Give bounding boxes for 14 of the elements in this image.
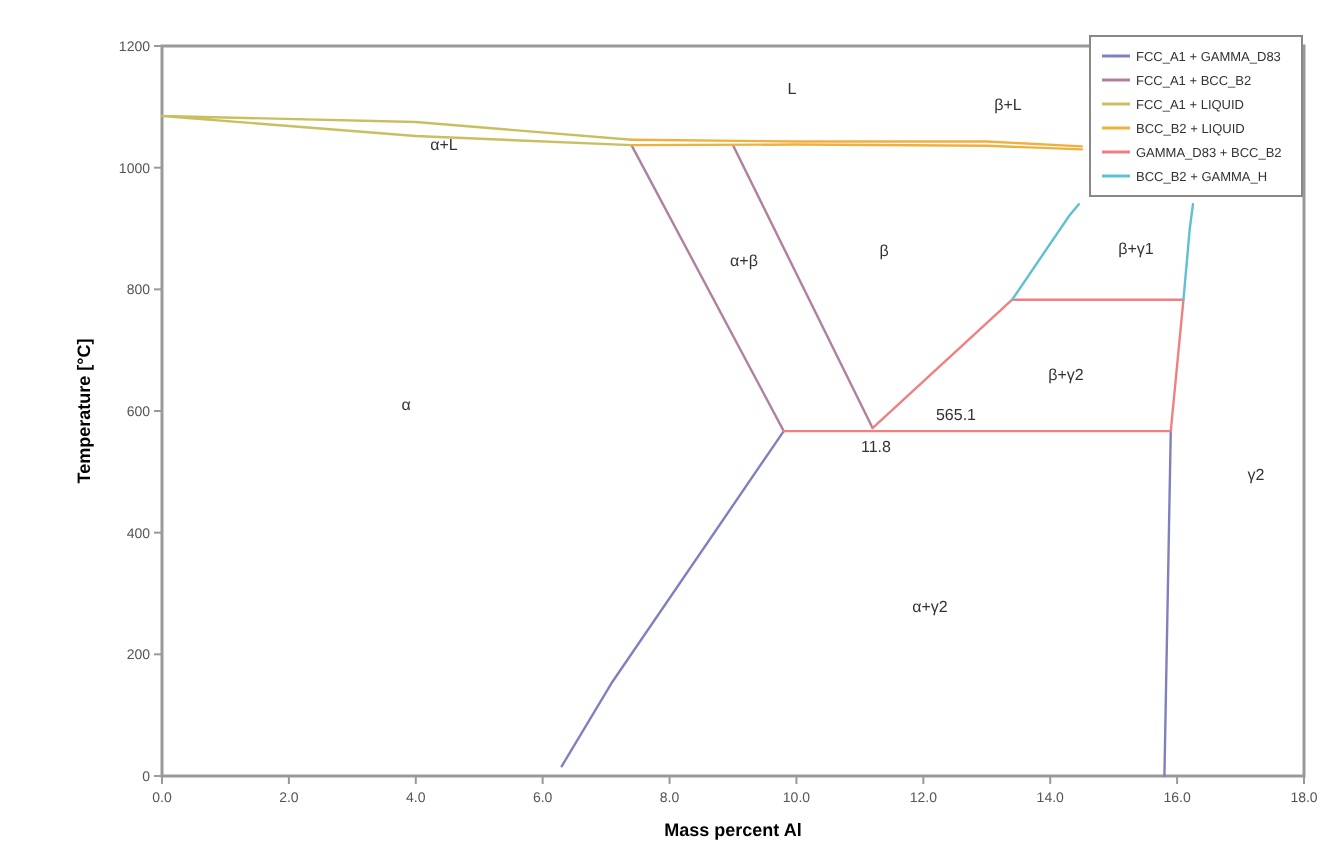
annotation: L [787, 80, 798, 99]
annotation: β [879, 242, 890, 261]
x-axis-title: Mass percent Al [664, 820, 802, 840]
annotation: 565.1 [935, 406, 978, 425]
annotation: β+γ2 [1048, 366, 1085, 385]
annotation: β+γ1 [1118, 240, 1155, 259]
y-axis-title: Temperature [°C] [74, 338, 94, 484]
annotation: β+L [994, 96, 1023, 115]
annotation: α+L [430, 136, 459, 155]
annotation: α [401, 396, 412, 415]
annotation: γ2 [1247, 466, 1266, 485]
annotation: α+β [730, 252, 759, 271]
annotation: 11.8 [861, 438, 893, 457]
annotation: α+γ2 [912, 598, 949, 617]
